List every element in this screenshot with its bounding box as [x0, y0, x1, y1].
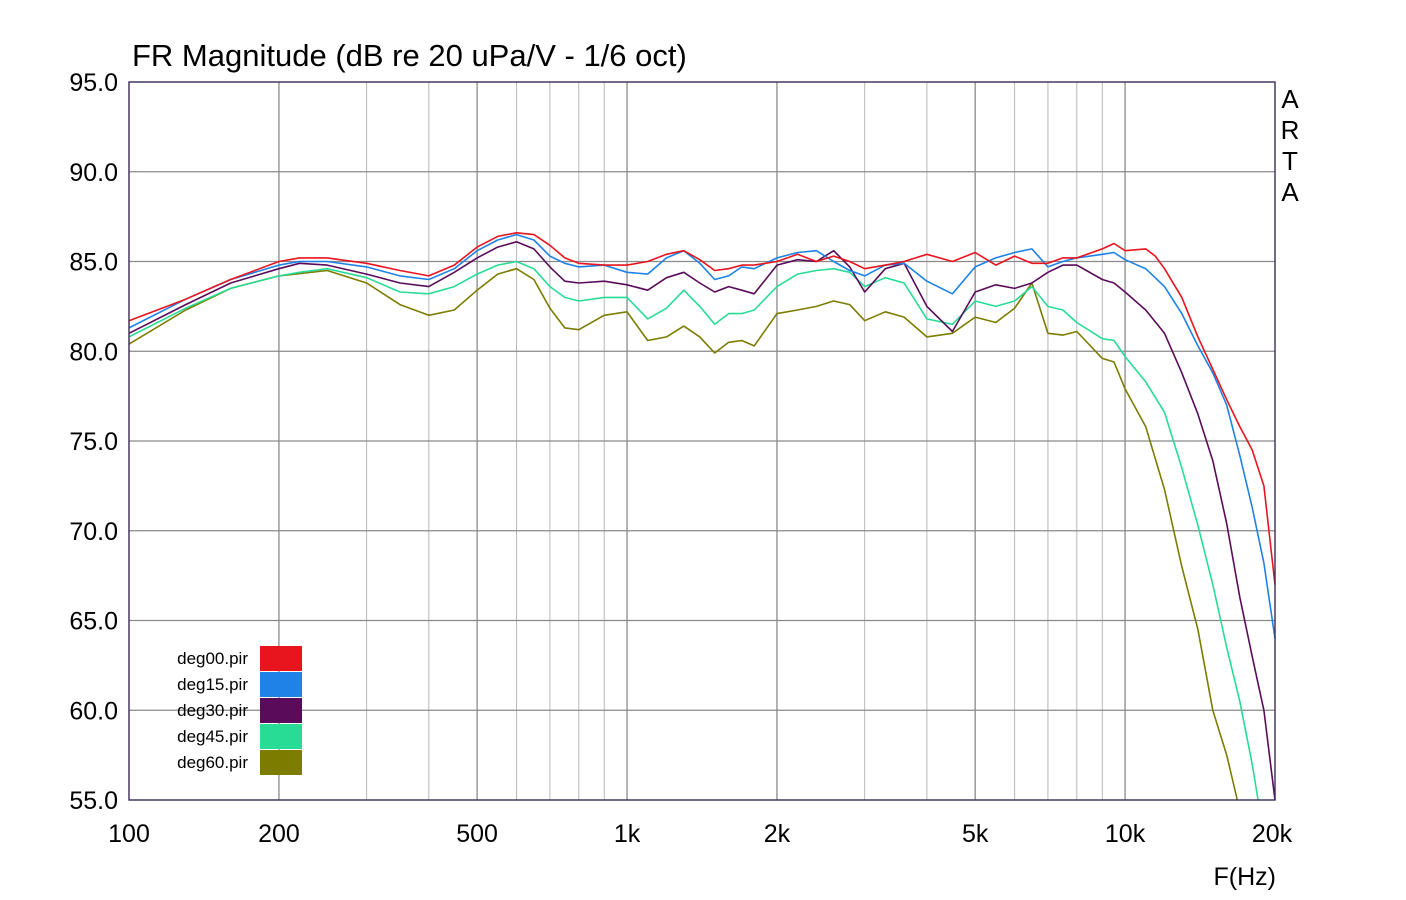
legend-swatch — [260, 750, 302, 775]
x-axis-ticks: 100 200 500 1k 2k 5k 10k 20k — [108, 820, 1293, 848]
legend-label: deg30.pir — [177, 701, 248, 720]
y-tick-label: 85.0 — [69, 249, 118, 277]
x-tick-label: 10k — [1105, 820, 1146, 848]
x-tick-label: 20k — [1252, 820, 1293, 848]
chart-title: FR Magnitude (dB re 20 uPa/V - 1/6 oct) — [132, 38, 687, 73]
brand-letter: A — [1281, 84, 1299, 114]
y-tick-label: 65.0 — [69, 608, 118, 636]
plot-frame — [128, 81, 1276, 801]
series-line-deg30.pir — [128, 241, 1276, 801]
legend-swatch — [260, 672, 302, 697]
legend: deg00.pir deg15.pir deg30.pir deg45.pir deg6… — [177, 646, 302, 775]
brand-letter: R — [1281, 115, 1300, 145]
y-tick-label: 95.0 — [69, 69, 118, 97]
x-tick-label: 5k — [962, 820, 989, 848]
x-axis-label: F(Hz) — [1214, 863, 1276, 891]
y-tick-label: 80.0 — [69, 338, 118, 366]
series-lines — [128, 232, 1276, 801]
series-line-deg15.pir — [128, 233, 1276, 639]
major-gridlines — [129, 82, 1275, 800]
y-tick-label: 55.0 — [69, 787, 118, 815]
series-line-deg00.pir — [128, 232, 1276, 585]
y-axis-ticks: 95.0 90.0 85.0 80.0 75.0 70.0 65.0 60.0 55.0 — [69, 69, 118, 815]
x-tick-label: 500 — [456, 820, 498, 848]
brand-letter: T — [1282, 146, 1298, 176]
series-line-deg60.pir — [128, 267, 1239, 801]
y-tick-label: 60.0 — [69, 697, 118, 725]
y-tick-label: 90.0 — [69, 159, 118, 187]
legend-label: deg00.pir — [177, 649, 248, 668]
x-tick-label: 1k — [614, 820, 641, 848]
legend-label: deg15.pir — [177, 675, 248, 694]
x-tick-label: 200 — [258, 820, 300, 848]
legend-swatch — [260, 698, 302, 723]
x-tick-label: 100 — [108, 820, 150, 848]
y-tick-label: 75.0 — [69, 428, 118, 456]
brand-letter: A — [1281, 177, 1299, 207]
legend-swatch — [260, 724, 302, 749]
x-tick-label: 2k — [764, 820, 791, 848]
legend-label: deg60.pir — [177, 753, 248, 772]
legend-swatch — [260, 646, 302, 671]
series-line-deg45.pir — [128, 260, 1259, 801]
y-tick-label: 70.0 — [69, 518, 118, 546]
legend-label: deg45.pir — [177, 727, 248, 746]
